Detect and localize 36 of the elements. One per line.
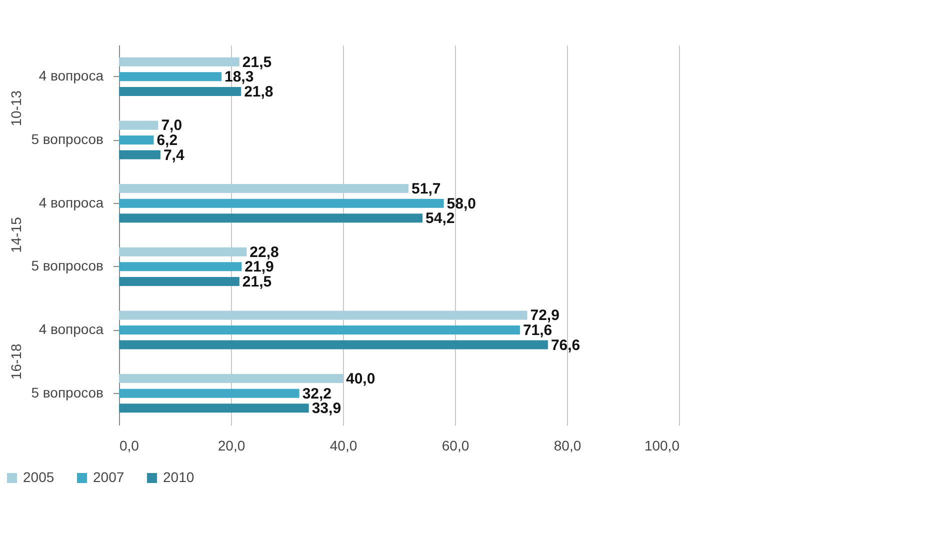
y-tick-label: 5 вопросов bbox=[31, 384, 104, 400]
data-label: 54,2 bbox=[426, 210, 455, 228]
text: 16-18 bbox=[8, 344, 24, 380]
data-label: 72,9 bbox=[530, 307, 560, 324]
legend-label: 2005 bbox=[23, 469, 54, 485]
y-tick-label: 4 вопроса bbox=[38, 194, 104, 210]
data-label: 22,8 bbox=[250, 244, 279, 261]
y-tick-label: 4 вопроса bbox=[38, 68, 104, 84]
x-tick-label: 80,0 bbox=[554, 438, 582, 454]
data-label: 21,5 bbox=[242, 54, 272, 71]
data-label: 6,2 bbox=[156, 132, 178, 149]
x-tick-label: 0,0 bbox=[120, 438, 140, 454]
legend-label: 2010 bbox=[163, 469, 194, 485]
y-tick-label: 4 вопроса bbox=[38, 321, 104, 337]
y-tick-label: 5 вопросов bbox=[31, 258, 104, 274]
text: 14-15 bbox=[8, 216, 24, 253]
x-tick-label: 20,0 bbox=[218, 438, 246, 454]
x-tick-label: 100,0 bbox=[644, 438, 680, 454]
data-label: 33,9 bbox=[312, 400, 342, 418]
data-label: 40,0 bbox=[346, 370, 376, 388]
data-label: 32,2 bbox=[302, 385, 332, 402]
data-label: 51,7 bbox=[412, 180, 441, 198]
data-label: 58,0 bbox=[446, 195, 476, 212]
data-label: 7,0 bbox=[161, 117, 182, 134]
y-tick-label: 5 вопросов bbox=[31, 131, 104, 147]
x-tick-label: 60,0 bbox=[442, 438, 470, 454]
data-label: 71,6 bbox=[522, 322, 552, 339]
data-label: 21,9 bbox=[244, 258, 274, 276]
data-label: 7,4 bbox=[163, 146, 185, 164]
data-label: 21,5 bbox=[242, 273, 272, 290]
legend-label: 2007 bbox=[93, 469, 124, 485]
x-tick-label: 40,0 bbox=[330, 438, 358, 454]
text: 10-13 bbox=[8, 90, 24, 126]
data-label: 76,6 bbox=[550, 336, 580, 354]
data-label: 18,3 bbox=[224, 68, 254, 86]
data-label: 21,8 bbox=[244, 83, 274, 100]
